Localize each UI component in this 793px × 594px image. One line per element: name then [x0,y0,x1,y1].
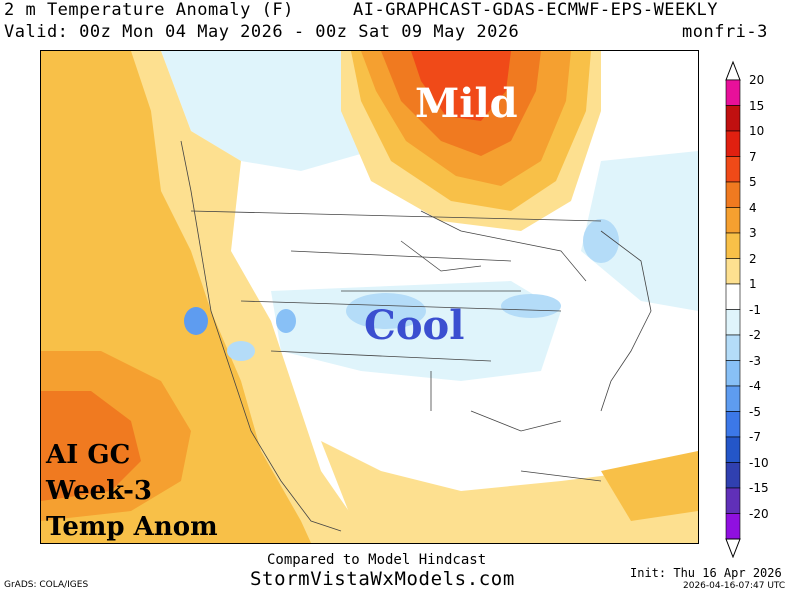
colorbar-swatch [725,487,741,514]
site-name: StormVistaWxModels.com [250,568,515,590]
colorbar-swatch [725,513,741,540]
ai-annotation-line-2: Week-3 [46,476,153,506]
colorbar-swatch [725,462,741,489]
colorbar-tick-label: -7 [749,430,761,444]
colorbar-swatch [725,283,741,310]
colorbar-tick-label: 1 [749,277,757,291]
colorbar-tick-label: 2 [749,251,757,266]
grads-credit: GrADS: COLA/IGES [4,580,89,590]
map-title: 2 m Temperature Anomaly (F) [4,0,294,20]
model-name: AI-GRAPHCAST-GDAS-ECMWF-EPS-WEEKLY [353,0,718,20]
colorbar-swatch [725,156,741,183]
ai-annotation-line-3: Temp Anom [46,512,218,542]
cool-label: Cool [364,302,465,349]
colorbar-swatch [725,334,741,361]
colorbar-swatch [725,360,741,387]
mild-label: Mild [415,80,518,127]
colorbar-tick-label: 3 [749,226,757,240]
colorbar-swatch [725,130,741,157]
colorbar-tick-label: 5 [749,175,757,189]
colorbar-tick-label: 10 [749,124,765,138]
colorbar-swatch [725,258,741,285]
timestamp: 2026-04-16-07:47 UTC [683,581,786,591]
map-canvas [41,51,698,543]
colorbar-swatch [725,232,741,259]
colorbar-tick-label: 20 [749,73,765,87]
product-code: monfri-3 [682,22,768,42]
cool-region-central [271,281,561,381]
colorbar-tick-label: -1 [749,302,761,317]
colorbar-swatch [725,309,741,336]
colorbar-top-arrow [725,60,741,81]
colorbar-bottom-arrow [725,538,741,558]
cool-region-north [161,51,381,171]
ai-annotation: AI GC Week-3 Temp Anom [46,437,218,545]
anomaly-map [40,50,699,544]
hindcast-note: Compared to Model Hindcast [267,552,487,568]
colorbar-swatch [725,411,741,438]
colorbar-swatch [725,105,741,132]
colorbar-tick-label: -5 [749,404,761,419]
coastline [180,140,652,532]
colorbar-tick-label: 4 [749,200,757,215]
valid-period: Valid: 00z Mon 04 May 2026 - 00z Sat 09 … [4,22,520,42]
colorbar-swatch [725,207,741,234]
colorbar-tick-label: -15 [749,481,769,495]
colorbar-swatch [725,181,741,208]
colorbar-tick-label: 7 [749,149,757,164]
cool-region-atlantic [581,151,698,311]
colorbar-swatch [725,79,741,106]
ai-annotation-line-1: AI GC [46,440,131,470]
colorbar-tick-label: 15 [749,98,765,113]
colorbar-tick-label: -3 [749,353,761,368]
colorbar-tick-label: -20 [749,506,769,521]
colorbar-tick-label: -10 [749,455,769,470]
colorbar [725,60,741,558]
colorbar-swatch [725,436,741,463]
init-time: Init: Thu 16 Apr 2026 [630,566,782,580]
warm-region-south [321,441,698,543]
colorbar-tick-label: -4 [749,379,761,393]
colorbar-swatch [725,385,741,412]
colorbar-tick-label: -2 [749,328,761,342]
